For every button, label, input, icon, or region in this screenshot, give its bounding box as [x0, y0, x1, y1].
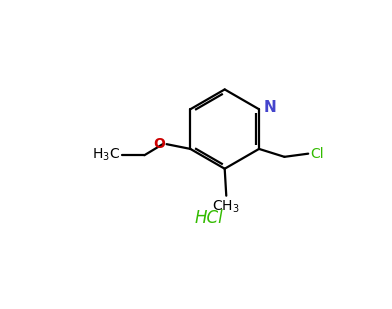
Text: Cl: Cl: [310, 147, 323, 161]
Text: CH$_3$: CH$_3$: [212, 199, 240, 215]
Text: N: N: [263, 100, 276, 115]
Text: HCl: HCl: [194, 209, 223, 227]
Text: H$_3$C: H$_3$C: [91, 147, 120, 163]
Text: O: O: [153, 137, 165, 151]
